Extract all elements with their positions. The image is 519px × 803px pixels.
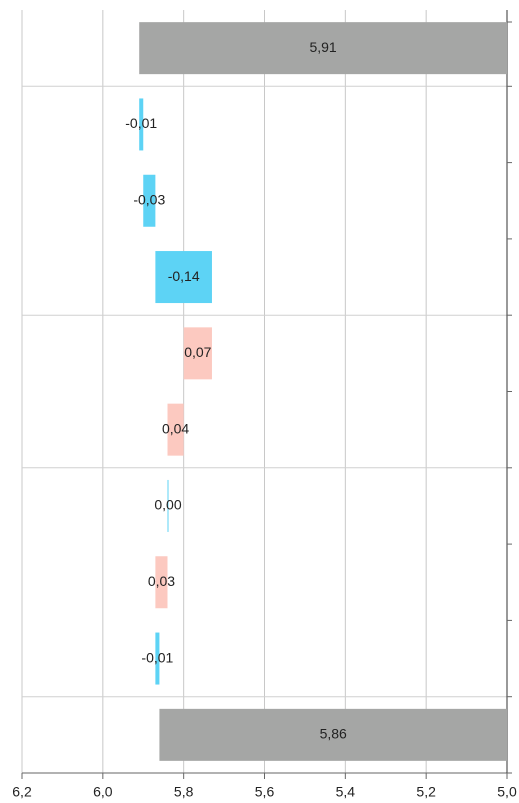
- bar: [143, 174, 156, 227]
- bar: [139, 22, 508, 75]
- value-label: 0,00: [154, 497, 181, 513]
- x-tick-label: 5,6: [255, 784, 275, 800]
- x-tick-label: 5,0: [497, 784, 517, 800]
- x-tick-label: 5,8: [174, 784, 194, 800]
- x-tick-label: 6,0: [93, 784, 113, 800]
- value-label: 0,04: [162, 420, 189, 436]
- bar: [139, 98, 144, 151]
- value-label: -0,01: [141, 649, 173, 665]
- x-tick-label: 5,2: [416, 784, 436, 800]
- x-tick-label: 5,4: [336, 784, 356, 800]
- value-label: 5,91: [309, 39, 336, 55]
- value-label: -0,01: [125, 115, 157, 131]
- value-label: -0,14: [168, 268, 200, 284]
- value-label: -0,03: [133, 191, 165, 207]
- bar: [167, 479, 169, 532]
- bar: [155, 251, 212, 304]
- bar: [183, 327, 212, 380]
- bar: [159, 708, 507, 761]
- value-label: 5,86: [320, 726, 347, 742]
- x-tick-label: 6,2: [12, 784, 32, 800]
- value-label: 0,07: [184, 344, 211, 360]
- bar: [155, 632, 160, 685]
- value-label: 0,03: [148, 573, 175, 589]
- bar: [155, 556, 168, 609]
- bar: [167, 403, 184, 456]
